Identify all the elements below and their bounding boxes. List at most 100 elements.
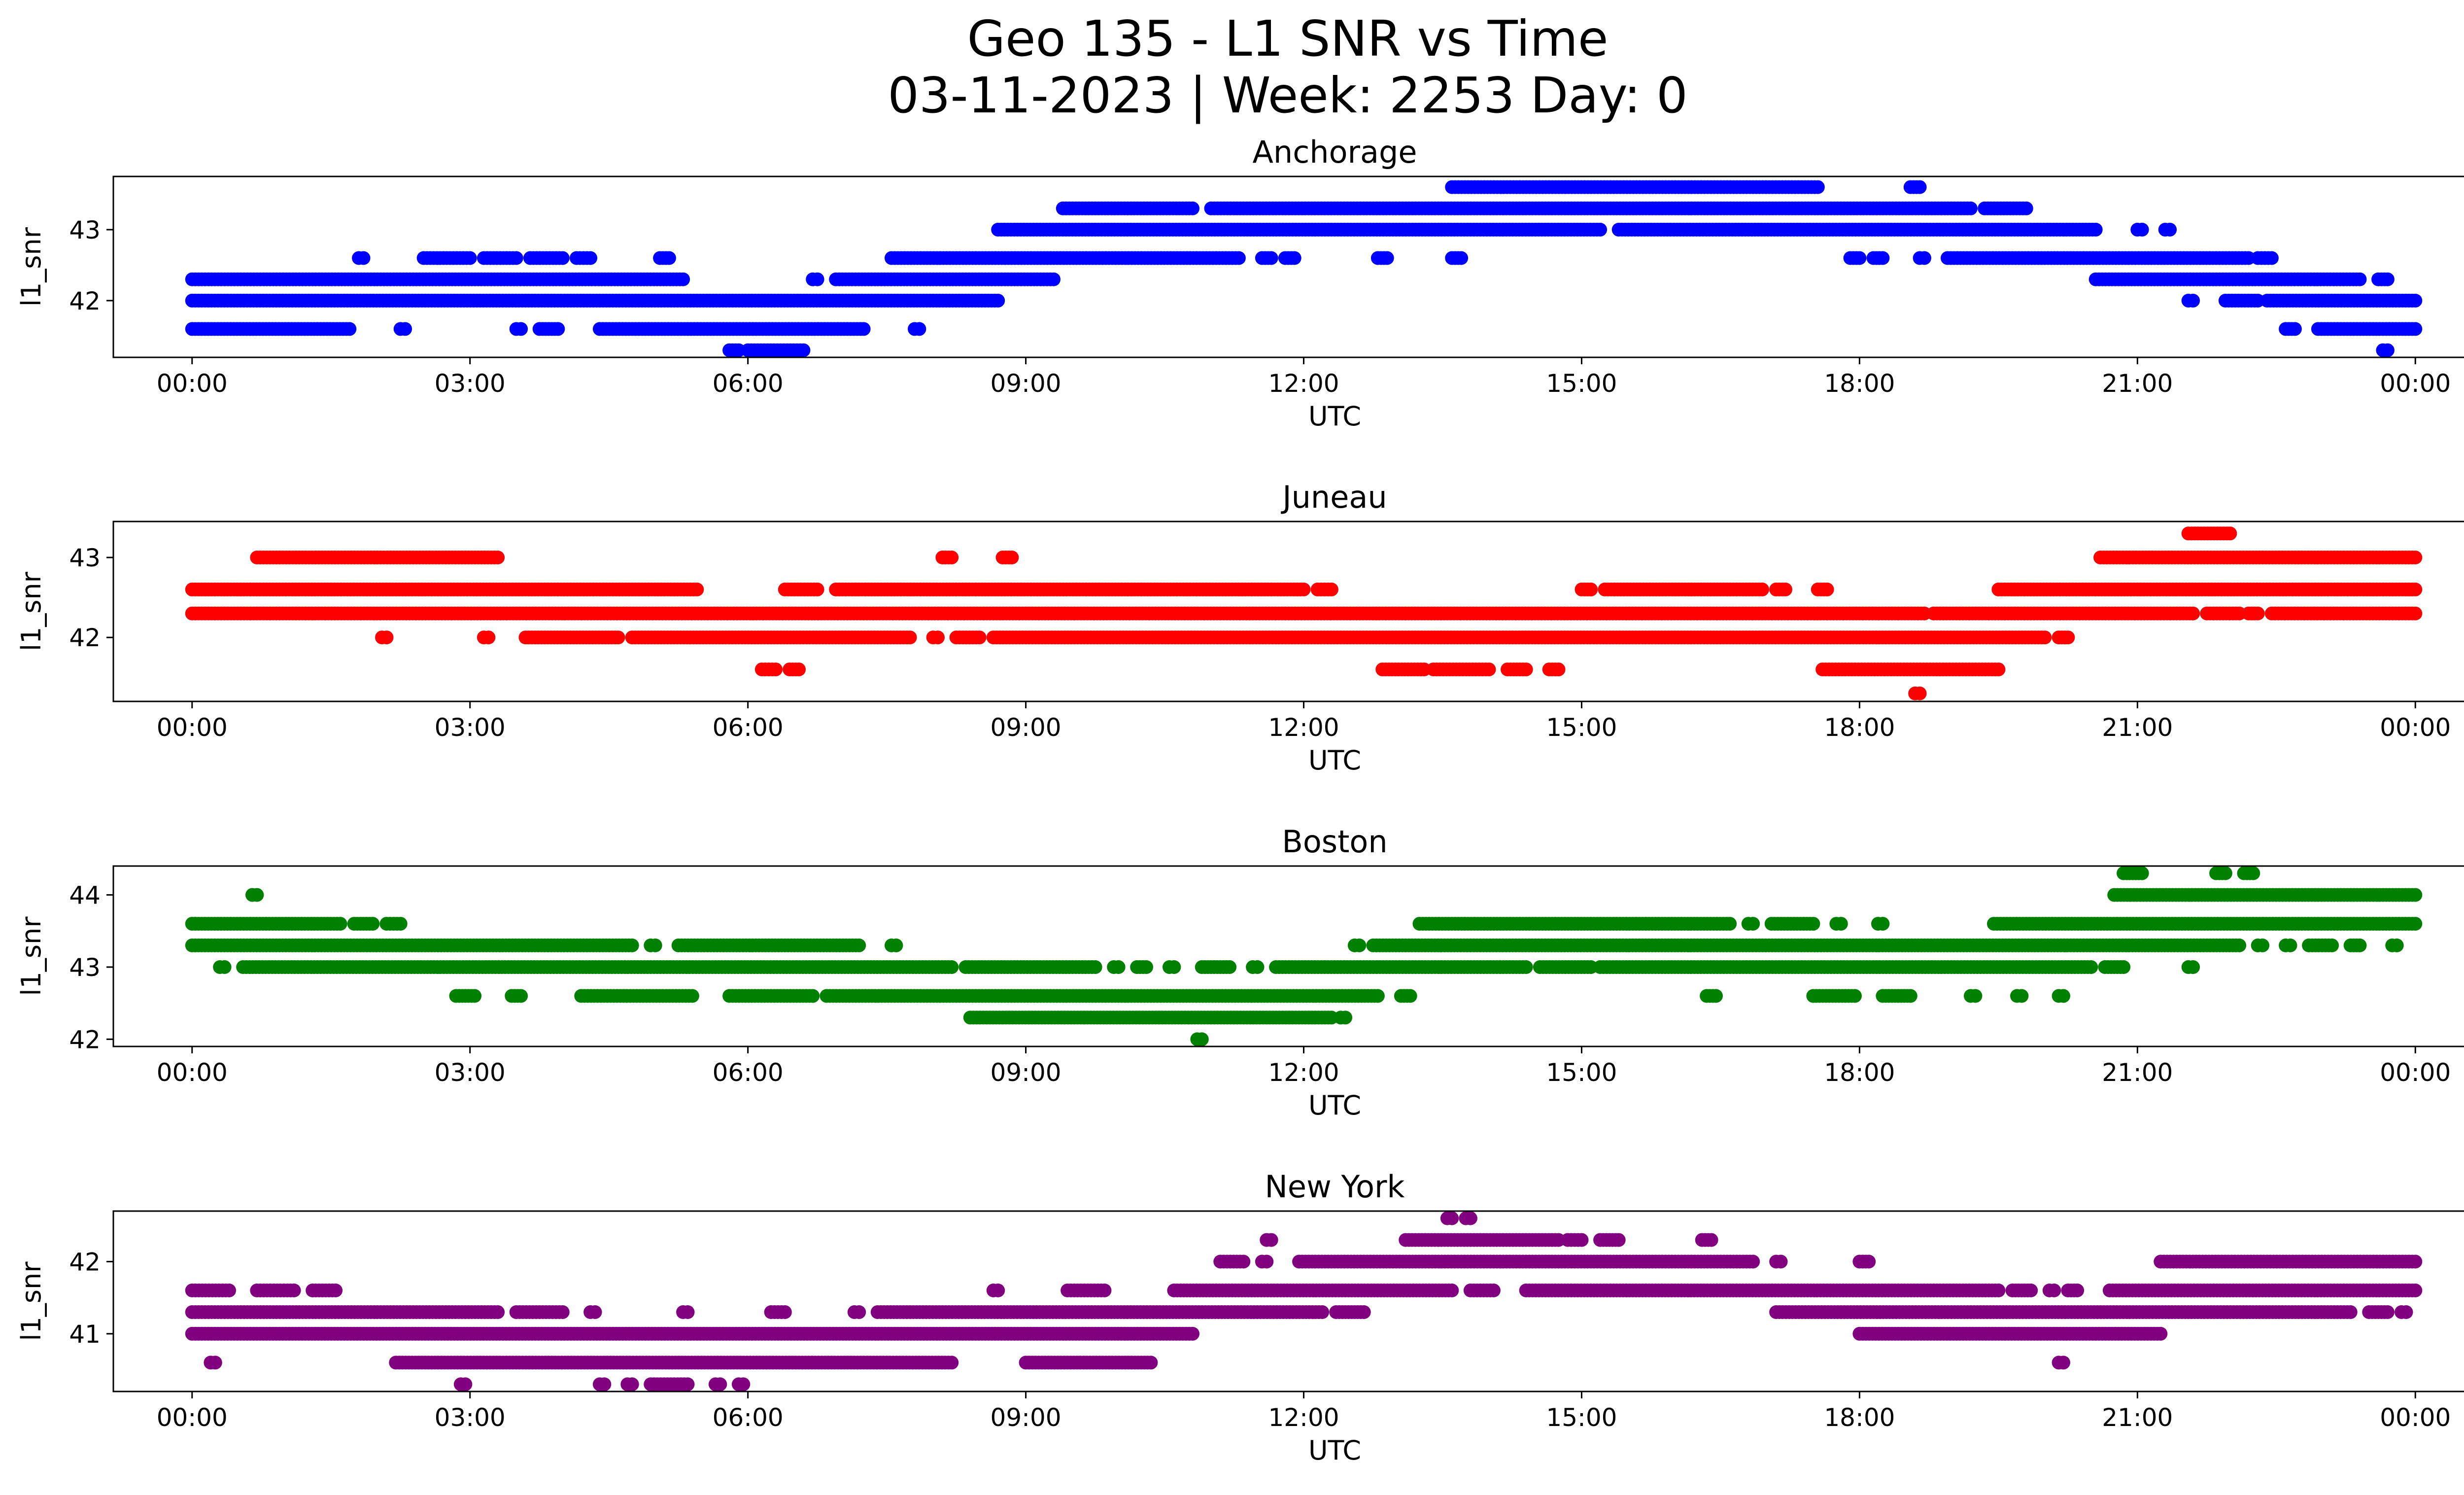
data-point [1167,960,1181,974]
data-point [398,322,412,336]
x-tick-label: 21:00 [2102,369,2173,398]
data-point [481,630,496,645]
data-point [769,662,783,677]
axes-frame [112,175,2464,358]
data-point [931,630,945,645]
data-point [852,939,866,952]
data-point [2135,222,2149,237]
data-point [1593,222,1608,237]
data-point [2038,630,2052,645]
x-tick-label: 18:00 [1824,369,1895,398]
data-point [2015,989,2029,1003]
data-point [1519,960,1533,974]
x-tick-label: 18:00 [1824,713,1895,742]
data-point [611,630,625,645]
data-point [796,343,811,357]
data-point [217,960,232,974]
data-point [856,322,871,336]
data-point [2084,960,2098,974]
data-point [555,251,570,265]
data-point [2186,606,2200,621]
y-axis-label: l1_snr [16,571,47,651]
data-point [2408,582,2423,596]
data-point [1352,939,1367,952]
x-tick-label: 06:00 [713,713,784,742]
data-point [2061,630,2075,645]
data-point [1195,1032,1209,1046]
data-point [2264,251,2279,265]
data-point [2117,960,2131,974]
data-point [912,322,926,336]
y-tick-label: 43 [69,544,101,572]
data-point [2408,322,2423,336]
y-axis-label: l1_snr [16,227,47,307]
data-point [2186,960,2200,974]
data-point [1186,201,1199,215]
x-tick-label: 12:00 [1268,713,1339,742]
data-point [1232,251,1246,265]
x-tick-label: 15:00 [1546,369,1617,398]
data-point [1917,251,1931,265]
data-point [690,582,704,596]
data-point [2088,222,2103,237]
data-point [1755,582,1769,596]
data-point [903,630,917,645]
data-point [676,272,690,286]
scatter-series [185,180,2423,357]
data-point [1370,989,1385,1003]
data-point [1968,989,1983,1003]
figure-title: Geo 135 - L1 SNR vs Time [967,10,1608,68]
data-point [1779,582,1792,596]
data-point [889,939,903,952]
data-point [1287,251,1301,265]
data-point [2186,293,2200,308]
x-tick-label: 21:00 [2102,713,2173,742]
x-tick-label: 09:00 [991,369,1061,398]
data-point [1848,989,1862,1003]
data-point [1223,960,1237,974]
x-tick-label: 03:00 [435,369,506,398]
data-point [1709,989,1723,1003]
data-point [1297,582,1311,596]
data-point [2056,989,2070,1003]
data-point [792,662,806,677]
data-point [945,551,959,564]
y-tick-label: 42 [69,287,101,315]
data-point [2223,526,2237,541]
data-point [685,989,699,1003]
data-point [2408,551,2423,564]
figure-subtitle: 03-11-2023 | Week: 2253 Day: 0 [888,67,1688,124]
data-point [1903,989,1917,1003]
data-point [625,939,639,952]
data-point [1403,989,1417,1003]
data-point [356,251,371,265]
data-point [551,322,565,336]
data-point [2408,606,2423,621]
data-point [1482,662,1496,677]
data-point [1876,251,1890,265]
data-point [662,251,676,265]
data-point [1139,960,1153,974]
data-point [1584,582,1598,596]
data-point [648,939,662,952]
x-tick-label: 00:00 [2380,713,2451,742]
data-point [1380,251,1394,265]
data-point [1811,180,1825,194]
scatter-series [185,526,2423,700]
y-tick-label: 43 [69,216,101,244]
data-point [2251,606,2265,621]
data-point [945,960,959,974]
data-point [806,989,820,1003]
x-axis-label: UTC [1308,401,1361,432]
data-point [342,322,357,336]
data-point [991,293,1005,308]
data-point [1852,251,1867,265]
x-tick-label: 12:00 [1268,369,1339,398]
x-tick-label: 15:00 [1546,713,1617,742]
data-point [1111,960,1126,974]
data-point [1338,1010,1353,1025]
